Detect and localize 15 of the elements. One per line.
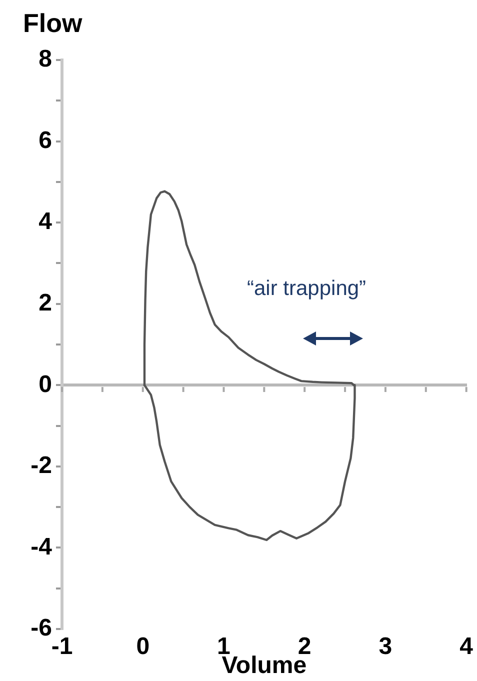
x-tick-label: 0	[136, 633, 150, 660]
y-tick-label: 6	[38, 126, 52, 154]
x-tick-label: 2	[298, 633, 312, 660]
x-tick-label: 4	[460, 633, 474, 660]
x-tick-label: 3	[378, 633, 392, 660]
annotation: “air trapping”	[247, 276, 366, 302]
y-tick-label: -2	[30, 452, 52, 480]
y-tick-label: -4	[30, 533, 53, 560]
y-tick-label: 0	[38, 370, 52, 398]
y-tick-label: -6	[30, 614, 52, 642]
y-axis-title: Flow	[23, 8, 83, 38]
y-tick-label: 2	[38, 289, 52, 316]
x-tick-label: -1	[51, 633, 73, 660]
y-tick-label: 4	[38, 208, 53, 236]
y-tick-label: 8	[38, 46, 52, 73]
